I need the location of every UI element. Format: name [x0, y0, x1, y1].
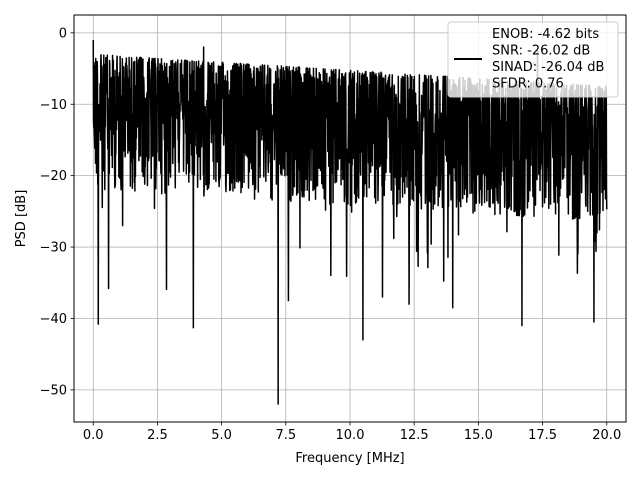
y-tick-label: −40 [40, 312, 67, 327]
x-tick-label: 17.5 [528, 428, 557, 443]
x-tick-label: 2.5 [147, 428, 168, 443]
y-axis: 0 −10 −20 −30 −40 −50 [40, 26, 74, 398]
legend-label-line: SINAD: -26.04 dB [492, 60, 604, 75]
y-tick-label: −20 [40, 169, 67, 184]
x-tick-label: 10.0 [336, 428, 365, 443]
legend: ENOB: -4.62 bits SNR: -26.02 dB SINAD: -26… [447, 21, 619, 98]
y-axis-label: PSD [dB] [14, 190, 29, 248]
legend-label: ENOB: -4.62 bits SNR: -26.02 dB SINAD: -26… [492, 27, 604, 92]
y-tick-label: 0 [59, 26, 67, 41]
x-tick-label: 7.5 [275, 428, 296, 443]
plot-area [92, 39, 608, 405]
legend-box [447, 21, 619, 98]
x-tick-label: 15.0 [464, 428, 493, 443]
x-axis-label: Frequency [MHz] [295, 451, 404, 466]
legend-label-line: SNR: -26.02 dB [492, 44, 590, 59]
legend-label-line: SFDR: 0.76 [492, 77, 564, 92]
x-tick-label: 5.0 [211, 428, 232, 443]
x-tick-label: 12.5 [400, 428, 429, 443]
y-tick-label: −30 [40, 241, 67, 256]
y-tick-label: −50 [40, 383, 67, 398]
x-tick-label: 0.0 [83, 428, 104, 443]
psd-series-line [92, 39, 608, 405]
x-axis: 0.0 2.5 5.0 7.5 10.0 12.5 15.0 17.5 20.0 [83, 422, 621, 443]
x-tick-label: 20.0 [592, 428, 621, 443]
legend-label-line: ENOB: -4.62 bits [492, 27, 599, 42]
y-tick-label: −10 [40, 98, 67, 113]
